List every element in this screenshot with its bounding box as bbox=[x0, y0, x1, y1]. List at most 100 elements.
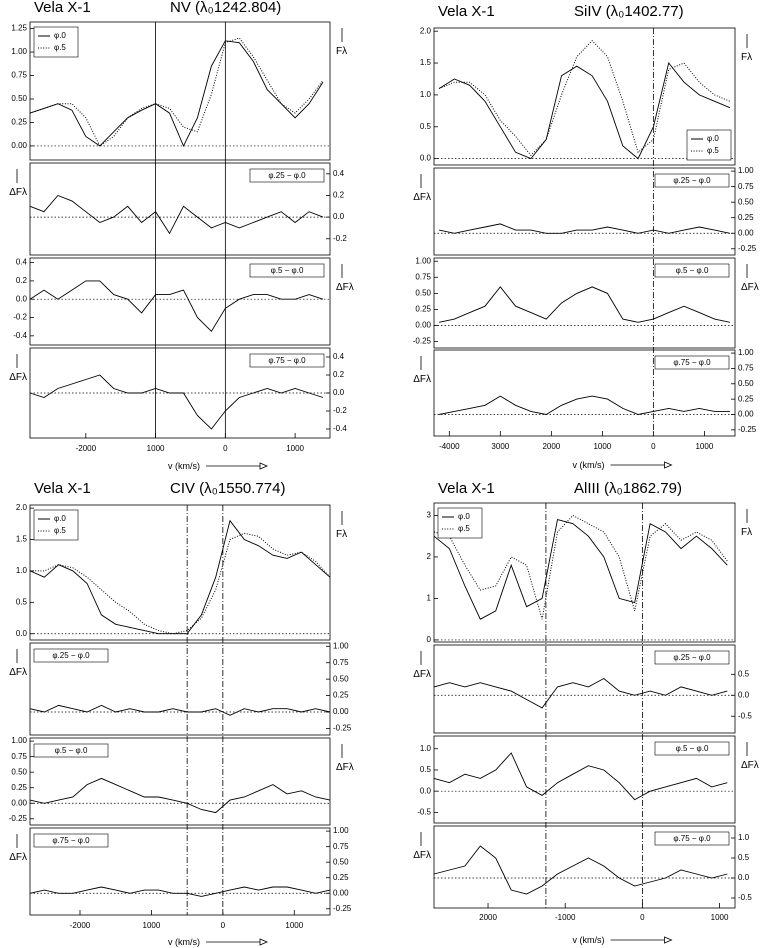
y-axis-label: ΔFλ bbox=[9, 667, 27, 678]
y-tick-label: 0.2 bbox=[333, 370, 345, 379]
y-tick-label: 1.5 bbox=[420, 58, 432, 67]
y-axis-label: ΔFλ bbox=[741, 282, 759, 293]
x-tick-label: 2000 bbox=[542, 442, 560, 451]
y-tick-label: 0.5 bbox=[16, 597, 28, 606]
spectrum-line bbox=[433, 514, 728, 620]
subplot-frame bbox=[29, 737, 331, 826]
y-tick-label: 0.0 bbox=[16, 294, 28, 303]
difference-label-box bbox=[249, 353, 325, 368]
y-tick-label: 1.00 bbox=[333, 826, 349, 835]
y-axis-label: ΔFλ bbox=[413, 374, 431, 385]
difference-label: φ.75 − φ.0 bbox=[673, 834, 711, 843]
y-tick-label: 0.00 bbox=[333, 707, 349, 716]
y-tick-label: 0.25 bbox=[738, 213, 754, 222]
y-axis-label: Fλ bbox=[741, 52, 752, 63]
y-tick-label: 1.25 bbox=[11, 24, 27, 33]
subplot-frame bbox=[433, 825, 736, 909]
difference-label: φ.75 − φ.0 bbox=[673, 358, 711, 367]
y-tick-label: 0.75 bbox=[11, 752, 27, 761]
y-axis-label: ΔFλ bbox=[9, 372, 27, 383]
x-tick-label: -1000 bbox=[555, 913, 576, 922]
y-tick-label: 0.75 bbox=[333, 842, 349, 851]
subplot-frame bbox=[29, 504, 331, 641]
legend-box bbox=[686, 129, 732, 161]
x-tick-label: 1000 bbox=[147, 444, 165, 453]
spectrum-line bbox=[29, 194, 324, 235]
difference-label-box bbox=[654, 263, 730, 278]
xlabel-arrowhead bbox=[664, 461, 673, 469]
spectrum-line bbox=[30, 532, 331, 635]
spectrum-line bbox=[438, 39, 731, 157]
y-tick-label: -0.25 bbox=[333, 904, 352, 913]
spectrum-line bbox=[439, 223, 730, 234]
y-tick-label: 0.50 bbox=[333, 674, 349, 683]
x-tick-label: 1000 bbox=[695, 442, 713, 451]
y-tick-label: 1.0 bbox=[738, 833, 750, 842]
subplot-frame bbox=[29, 827, 331, 916]
y-tick-label: 3 bbox=[427, 511, 432, 520]
legend-label: φ.0 bbox=[707, 134, 719, 143]
y-tick-label: 0.00 bbox=[738, 410, 754, 419]
spectrum-line bbox=[433, 519, 728, 620]
x-tick-label: -2000 bbox=[76, 444, 97, 453]
difference-label-box bbox=[654, 650, 730, 665]
y-tick-label: 1 bbox=[427, 594, 432, 603]
y-tick-label: 0.0 bbox=[16, 629, 28, 638]
spectrum-line bbox=[438, 61, 731, 160]
y-tick-label: 1.0 bbox=[420, 90, 432, 99]
y-tick-label: 0.50 bbox=[738, 197, 754, 206]
y-tick-label: 0.75 bbox=[11, 71, 27, 80]
y-axis-label: Fλ bbox=[741, 527, 752, 538]
y-tick-label: -0.5 bbox=[738, 893, 752, 902]
y-tick-label: 1.0 bbox=[420, 744, 432, 753]
y-tick-label: 0.00 bbox=[415, 321, 431, 330]
y-tick-label: 0.25 bbox=[333, 873, 349, 882]
y-tick-label: -0.5 bbox=[417, 807, 431, 816]
spectrum-line bbox=[29, 886, 331, 897]
y-tick-label: 0.75 bbox=[333, 658, 349, 667]
y-tick-label: -0.4 bbox=[13, 331, 27, 340]
legend-box bbox=[33, 509, 79, 541]
x-tick-label: 1000 bbox=[143, 921, 161, 930]
difference-label: φ.75 − φ.0 bbox=[52, 836, 90, 845]
y-tick-label: 0.75 bbox=[415, 272, 431, 281]
y-tick-label: 0.75 bbox=[738, 182, 754, 191]
y-axis-label: ΔFλ bbox=[9, 852, 27, 863]
y-tick-label: -0.2 bbox=[333, 406, 347, 415]
x-tick-label: 0 bbox=[221, 921, 226, 930]
y-tick-label: 0.25 bbox=[11, 118, 27, 127]
y-tick-label: 2 bbox=[427, 552, 432, 561]
y-axis-label: ΔFλ bbox=[9, 187, 27, 198]
x-tick-label: 1000 bbox=[286, 444, 304, 453]
y-tick-label: 0.4 bbox=[16, 258, 28, 267]
y-tick-label: 1.00 bbox=[11, 47, 27, 56]
panel-subtitle: CIV (λ₀1550.774) bbox=[170, 480, 285, 497]
y-tick-label: 0.25 bbox=[11, 783, 27, 792]
y-tick-label: 0.0 bbox=[333, 388, 345, 397]
x-tick-label: -2000 bbox=[70, 921, 91, 930]
difference-label-box bbox=[33, 833, 109, 848]
spectrum-line bbox=[433, 752, 728, 801]
y-axis-label: ΔFλ bbox=[413, 192, 431, 203]
y-tick-label: 0.00 bbox=[11, 141, 27, 150]
subplot-frame bbox=[433, 167, 736, 256]
difference-label-box bbox=[249, 263, 325, 278]
y-tick-label: -0.25 bbox=[738, 425, 757, 434]
xlabel-arrowhead bbox=[664, 936, 673, 944]
y-tick-label: -0.25 bbox=[9, 814, 28, 823]
subplot-frame bbox=[433, 349, 736, 437]
y-tick-label: 0.25 bbox=[415, 305, 431, 314]
y-tick-label: 0.50 bbox=[738, 379, 754, 388]
spectrum-line bbox=[29, 37, 324, 147]
difference-label: φ.25 − φ.0 bbox=[673, 653, 711, 662]
x-axis-label: v (km/s) bbox=[168, 937, 200, 947]
x-tick-label: 0 bbox=[651, 442, 656, 451]
difference-label-box bbox=[249, 168, 325, 183]
x-tick-label: 1000 bbox=[711, 913, 729, 922]
spectrum-line bbox=[439, 395, 730, 415]
y-tick-label: 0.5 bbox=[738, 853, 750, 862]
x-tick-label: 1000 bbox=[593, 442, 611, 451]
panel-title: Vela X-1 bbox=[438, 480, 495, 497]
y-tick-label: 0.50 bbox=[11, 94, 27, 103]
subplot-frame bbox=[433, 735, 736, 824]
